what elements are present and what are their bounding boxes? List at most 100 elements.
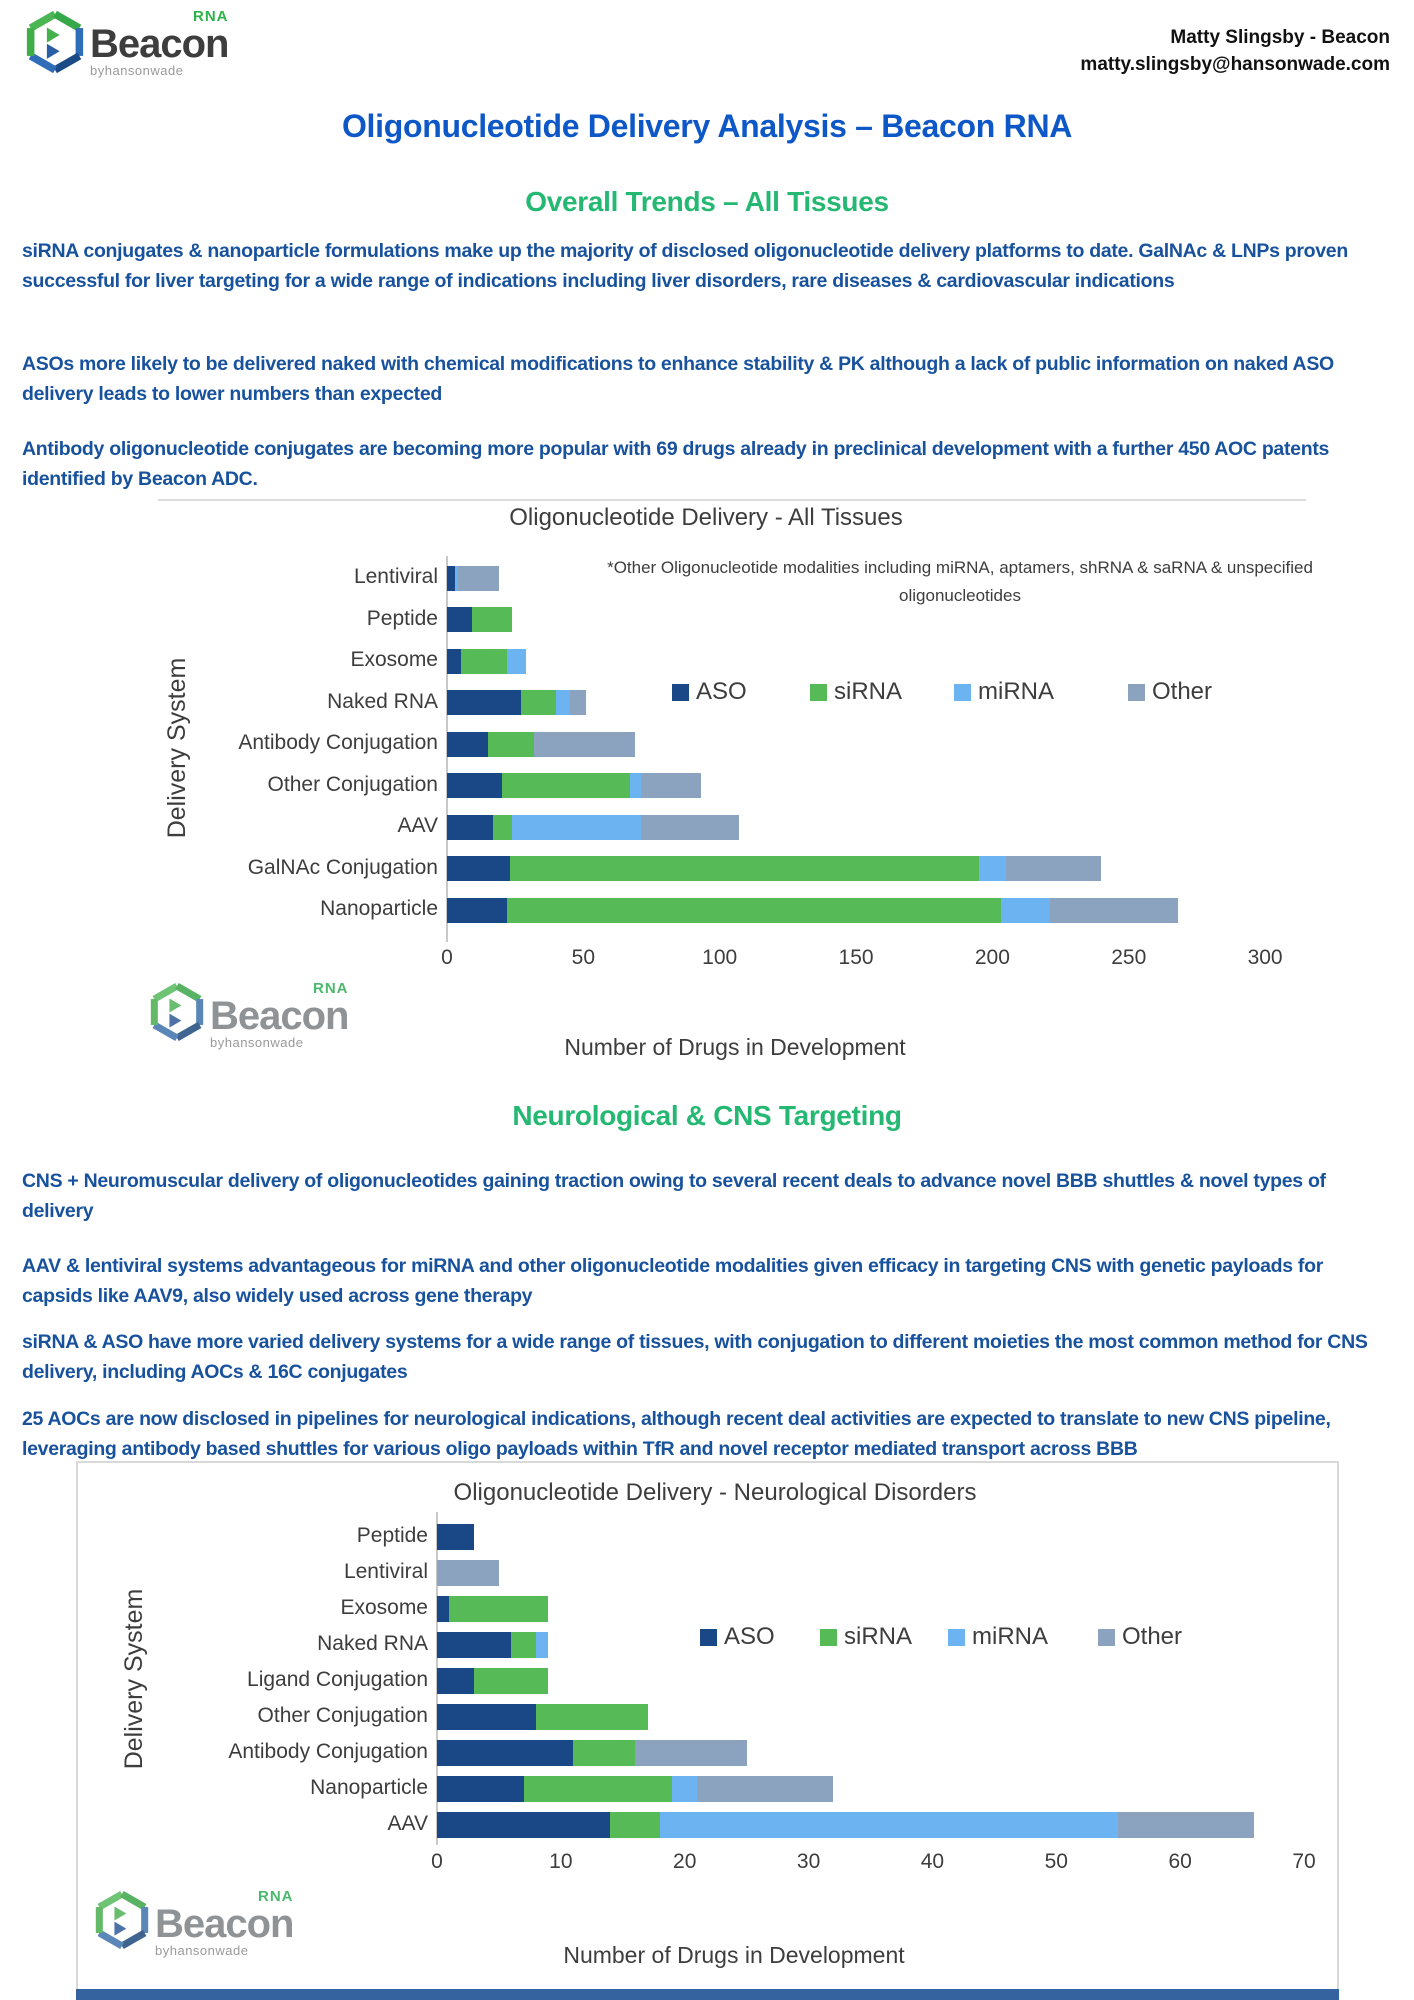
paragraph: CNS + Neuromuscular delivery of oligonuc… xyxy=(22,1170,1326,1222)
beacon-hexagon-icon xyxy=(150,982,204,1047)
category-label: Exosome xyxy=(350,648,438,671)
logo-byline: byhansonwade xyxy=(155,1943,249,1958)
y-axis-line xyxy=(446,556,448,942)
legend-swatch-aso xyxy=(672,684,689,701)
bar-segment-mirna xyxy=(659,1812,1119,1838)
bar-segment-mirna xyxy=(1000,897,1050,923)
bar-segment-aso xyxy=(437,1812,611,1838)
legend-swatch-mirna xyxy=(948,1629,965,1646)
section-heading-neurological: Neurological & CNS Targeting xyxy=(512,1100,902,1131)
beacon-logo: RNA Beacon byhansonwade xyxy=(26,8,229,79)
x-axis-title: Number of Drugs in Development xyxy=(564,1034,906,1060)
bar-segment-aso xyxy=(437,1524,475,1550)
legend-label-mirna: miRNA xyxy=(978,678,1054,705)
logo-rna-label: RNA xyxy=(313,980,349,997)
category-label: Other Conjugation xyxy=(267,772,438,796)
category-label: Exosome xyxy=(340,1596,428,1619)
x-tick-label: 70 xyxy=(1292,1850,1316,1873)
bar-segment-mirna xyxy=(536,1632,549,1658)
chart-title: Oligonucleotide Delivery - All Tissues xyxy=(509,504,903,531)
category-label: Ligand Conjugation xyxy=(247,1668,428,1691)
bar-segment-aso xyxy=(437,1776,524,1802)
contact-name: Matty Slingsby - Beacon xyxy=(1170,27,1390,48)
logo-brand-label: Beacon xyxy=(155,1902,294,1946)
bar-segment-sirna xyxy=(471,607,513,632)
y-axis-title: Delivery System xyxy=(120,1588,148,1770)
bar-segment-other xyxy=(457,565,499,591)
x-tick-label: 0 xyxy=(441,946,453,969)
bar-segment-other xyxy=(635,1740,747,1766)
bar-segment-sirna xyxy=(509,856,979,881)
bar-segment-other xyxy=(1049,897,1178,923)
bar-segment-other xyxy=(640,773,701,798)
category-label: Nanoparticle xyxy=(310,1776,428,1799)
bar-segment-other xyxy=(534,731,636,757)
x-tick-label: 50 xyxy=(571,946,596,969)
bar-segment-sirna xyxy=(536,1704,648,1730)
bar-segment-sirna xyxy=(610,1812,660,1838)
bar-segment-sirna xyxy=(449,1596,549,1622)
bar-segment-aso xyxy=(437,1596,450,1622)
paragraph: 25 AOCs are now disclosed in pipelines f… xyxy=(22,1408,1331,1460)
x-tick-label: 100 xyxy=(702,946,738,969)
bar-segment-mirna xyxy=(556,690,570,715)
paragraph: Antibody oligonucleotide conjugates are … xyxy=(22,438,1330,490)
logo-byline: byhansonwade xyxy=(90,63,184,78)
bar-segment-mirna xyxy=(978,856,1007,881)
category-label: GalNAc Conjugation xyxy=(247,855,438,879)
beacon-hexagon-icon xyxy=(95,1890,149,1955)
legend-swatch-mirna xyxy=(954,684,971,701)
category-label: Antibody Conjugation xyxy=(228,1740,428,1763)
bar-segment-aso xyxy=(447,690,521,715)
contact-email: matty.slingsby@hansonwade.com xyxy=(1080,54,1390,75)
page-title: Oligonucleotide Delivery Analysis – Beac… xyxy=(341,108,1073,144)
category-label: Peptide xyxy=(356,1524,428,1547)
bar-segment-aso xyxy=(437,1704,537,1730)
legend-label-mirna: miRNA xyxy=(972,1623,1048,1650)
bar-segment-mirna xyxy=(629,773,641,798)
bar-segment-other xyxy=(569,690,587,715)
x-tick-label: 30 xyxy=(796,1850,821,1873)
bar-segment-mirna xyxy=(455,565,458,591)
logo-brand-label: Beacon xyxy=(210,994,349,1038)
legend-label-sirna: siRNA xyxy=(834,678,903,705)
bar-segment-aso xyxy=(447,731,488,757)
bar-segment-sirna xyxy=(573,1740,636,1766)
bar-segment-other xyxy=(1118,1812,1255,1838)
legend-label-sirna: siRNA xyxy=(844,1623,913,1650)
chart-annotation: *Other Oligonucleotide modalities includ… xyxy=(607,558,1313,605)
paragraph: siRNA conjugates & nanoparticle formulat… xyxy=(22,240,1348,292)
category-label: Other Conjugation xyxy=(257,1704,428,1727)
x-tick-label: 20 xyxy=(673,1850,697,1873)
y-axis-line xyxy=(436,1512,438,1845)
beacon-logo-chart1: RNA Beacon byhansonwade xyxy=(150,980,349,1050)
category-label: Lentiviral xyxy=(353,565,438,588)
x-axis-title: Number of Drugs in Development xyxy=(563,1942,905,1968)
x-tick-label: 10 xyxy=(549,1850,573,1873)
bar-segment-other xyxy=(640,814,739,840)
x-tick-label: 0 xyxy=(431,1850,443,1873)
bar-segment-aso xyxy=(447,814,494,840)
bar-segment-sirna xyxy=(523,1776,673,1802)
logo-rna-label: RNA xyxy=(193,8,229,25)
bar-segment-sirna xyxy=(506,897,1001,923)
chart2-frame xyxy=(76,1461,1339,1996)
bottom-bar xyxy=(76,1989,1339,2000)
category-label: Naked RNA xyxy=(317,1632,428,1655)
chart1-top-divider xyxy=(158,499,1306,501)
category-label: AAV xyxy=(387,1812,428,1835)
logo-rna-label: RNA xyxy=(258,1888,294,1905)
bar-segment-sirna xyxy=(501,773,630,798)
legend-label-other: Other xyxy=(1122,1623,1183,1650)
contact-block: Matty Slingsby - Beacon matty.slingsby@h… xyxy=(1080,24,1390,78)
category-label: Antibody Conjugation xyxy=(238,731,438,754)
category-label: Nanoparticle xyxy=(320,897,438,920)
category-label: AAV xyxy=(397,814,438,837)
paragraph: AAV & lentiviral systems advantageous fo… xyxy=(22,1255,1323,1307)
bar-segment-aso xyxy=(437,1740,574,1766)
bar-segment-aso xyxy=(437,1668,475,1694)
x-tick-label: 60 xyxy=(1168,1850,1192,1873)
category-label: Peptide xyxy=(366,606,438,630)
x-tick-label: 150 xyxy=(838,946,874,969)
